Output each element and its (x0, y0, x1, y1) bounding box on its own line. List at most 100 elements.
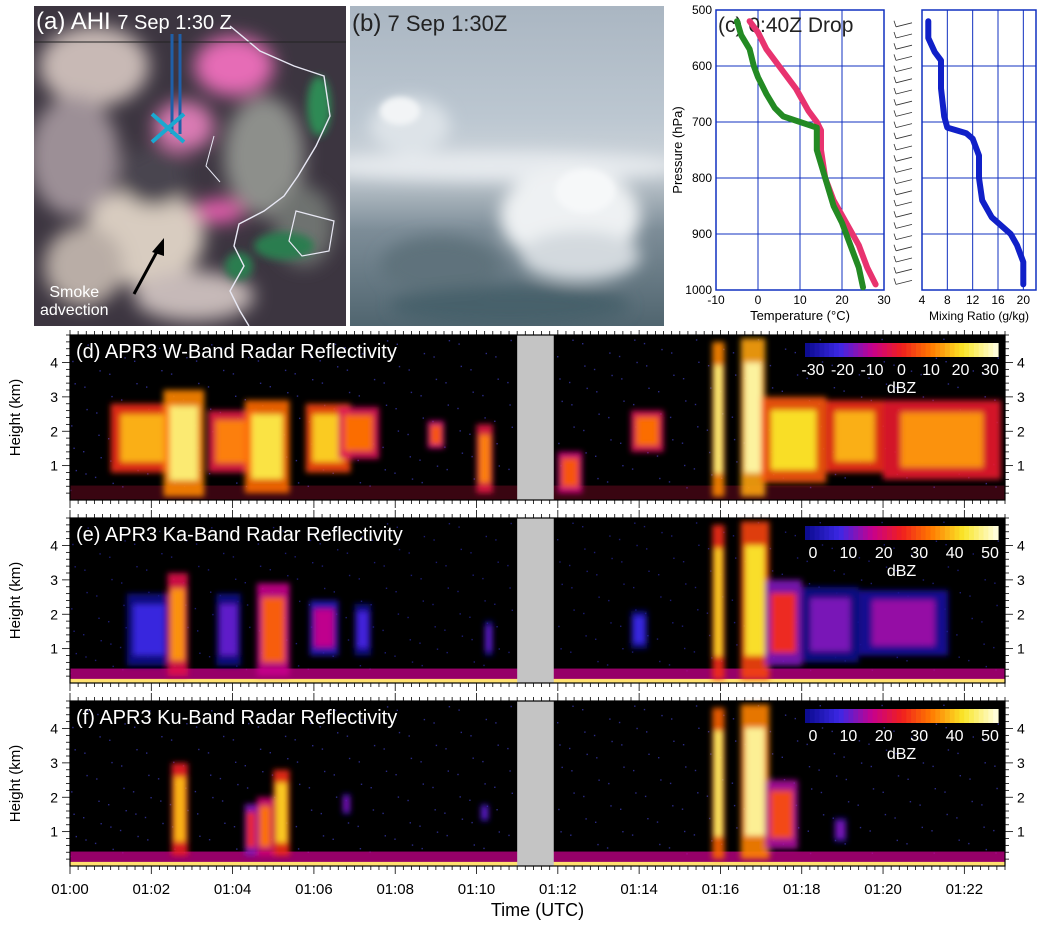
noise-dot (646, 548, 648, 550)
noise-dot (820, 791, 823, 794)
noise-dot (272, 709, 275, 712)
noise-dot (884, 813, 887, 816)
colorbar-segment (824, 343, 830, 357)
noise-dot (382, 446, 384, 449)
noise-dot (284, 369, 287, 372)
noise-dot (633, 586, 635, 589)
noise-dot (685, 400, 687, 402)
noise-dot (469, 616, 471, 618)
wind-barb-icon (895, 212, 913, 218)
height-axis-label: Height (km) (7, 379, 24, 457)
noise-dot (618, 538, 621, 541)
noise-dot (357, 459, 359, 462)
noise-dot (656, 638, 659, 640)
noise-dot (983, 826, 985, 828)
noise-dot (294, 739, 296, 741)
panel-c-sounding: -10 0 10 20 30 4 8 12 16 20 500 600 700 800 900 1000 Pre… (670, 3, 1037, 323)
noise-dot (246, 787, 249, 789)
noise-dot (312, 379, 314, 381)
colorbar-segment (834, 526, 840, 540)
noise-dot (408, 369, 410, 371)
noise-dot (98, 800, 100, 802)
noise-dot (669, 416, 672, 419)
noise-dot (445, 382, 447, 384)
noise-dot (885, 383, 888, 385)
colorbar-segment (935, 526, 941, 540)
y-tick-label-left: 3 (50, 572, 58, 588)
noise-dot (208, 473, 211, 475)
noise-dot (507, 381, 509, 384)
noise-dot (606, 847, 609, 849)
noise-dot (310, 809, 313, 811)
y-tick-label-left: 2 (50, 423, 58, 439)
colorbar-segment (920, 343, 927, 357)
noise-dot (693, 834, 696, 836)
noise-dot (620, 442, 622, 444)
noise-dot (470, 735, 472, 737)
noise-dot (96, 412, 98, 414)
noise-dot (881, 521, 883, 524)
noise-dot (83, 634, 85, 636)
colorbar-segment (940, 343, 946, 357)
noise-dot (959, 592, 961, 594)
colorbar-segment (848, 343, 854, 357)
colorbar-tick-label: 10 (840, 545, 858, 562)
noise-dot (595, 455, 597, 457)
noise-dot (483, 664, 485, 667)
noise-dot (135, 813, 137, 815)
noise-dot (74, 383, 76, 385)
noise-dot (337, 732, 339, 734)
noise-dot (598, 779, 600, 781)
noise-dot (582, 343, 584, 345)
pressure-tick: 800 (692, 171, 712, 185)
noise-dot (248, 722, 250, 725)
y-tick-label-left: 4 (50, 538, 58, 554)
colorbar-segment (829, 709, 835, 723)
noise-dot (769, 547, 772, 550)
noise-dot (732, 718, 735, 720)
noise-dot (682, 561, 685, 563)
y-tick-label-right: 4 (1017, 721, 1025, 737)
noise-dot (608, 599, 610, 602)
colorbar-segment (954, 343, 960, 357)
colorbar-segment (858, 343, 864, 357)
noise-dot (299, 417, 301, 420)
noise-dot (586, 387, 588, 390)
noise-dot (736, 644, 738, 646)
noise-dot (72, 360, 74, 363)
colorbar-unit-label: dBZ (887, 746, 917, 763)
noise-dot (71, 791, 73, 793)
noise-dot (636, 361, 638, 364)
noise-dot (735, 557, 737, 559)
wind-barb-icon (895, 67, 913, 72)
noise-dot (420, 578, 422, 580)
colorbar-segment (814, 343, 820, 357)
noise-dot (947, 566, 950, 568)
echo-cell-core (810, 598, 851, 651)
noise-dot (498, 831, 500, 833)
noise-dot (372, 626, 375, 628)
colorbar-segment (853, 709, 859, 723)
noise-dot (821, 361, 824, 363)
noise-dot (673, 374, 675, 376)
noise-dot (233, 826, 236, 828)
temperature-profile-line (746, 18, 879, 288)
noise-dot (907, 778, 909, 780)
noise-dot (411, 478, 414, 480)
echo-cell-core (633, 616, 645, 643)
y-tick-label-right: 3 (1017, 572, 1025, 588)
colorbar-segment (887, 526, 893, 540)
noise-dot (71, 425, 73, 427)
echo-cell-core (430, 425, 442, 445)
noise-dot (895, 569, 897, 572)
noise-dot (593, 551, 596, 554)
noise-dot (484, 417, 486, 419)
noise-dot (309, 722, 312, 725)
noise-dot (259, 748, 262, 750)
colorbar-segment (906, 343, 912, 357)
temp-xtick: 30 (877, 293, 891, 307)
noise-dot (147, 839, 149, 841)
noise-dot (983, 643, 985, 645)
noise-dot (471, 638, 473, 641)
noise-dot (995, 486, 997, 488)
